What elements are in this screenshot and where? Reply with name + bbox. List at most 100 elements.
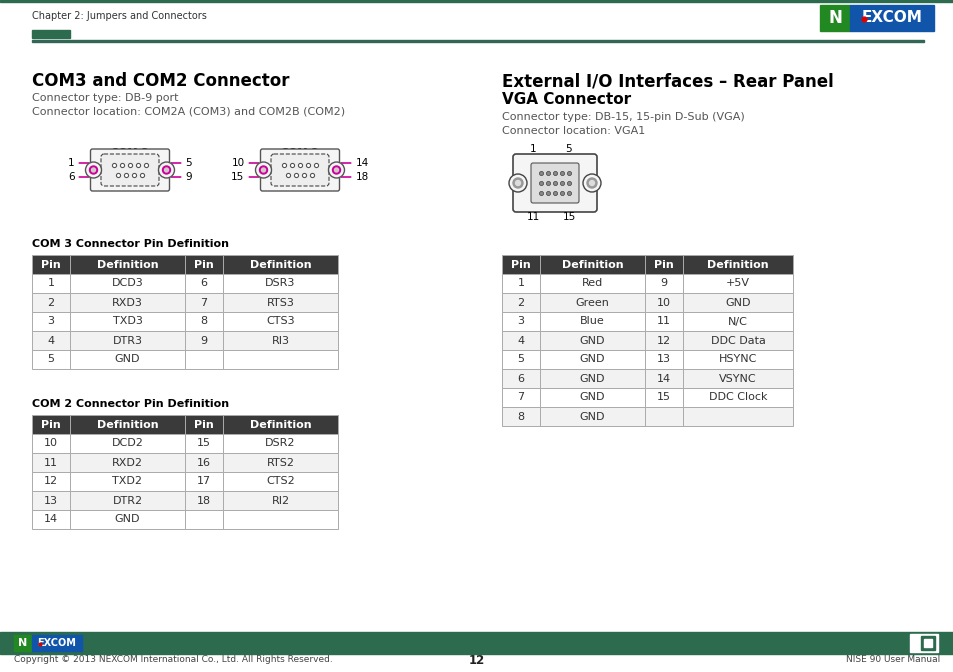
Circle shape xyxy=(333,166,340,174)
Text: DCD3: DCD3 xyxy=(112,278,143,288)
Text: VSYNC: VSYNC xyxy=(719,374,756,384)
Circle shape xyxy=(255,162,272,178)
Text: DDC Data: DDC Data xyxy=(710,335,764,345)
Text: 12: 12 xyxy=(657,335,670,345)
Bar xyxy=(185,491,223,510)
Text: COM 2: COM 2 xyxy=(281,148,318,158)
Text: 5: 5 xyxy=(565,144,572,154)
Text: GND: GND xyxy=(114,355,140,364)
Bar xyxy=(923,639,931,647)
Bar xyxy=(682,274,792,293)
Bar xyxy=(223,274,337,293)
Bar xyxy=(682,388,792,407)
Bar xyxy=(185,312,223,331)
Bar xyxy=(70,312,185,331)
Text: COM 3: COM 3 xyxy=(112,148,149,158)
Text: 5: 5 xyxy=(48,355,54,364)
Text: 7: 7 xyxy=(200,298,208,308)
Bar xyxy=(539,274,644,293)
Bar xyxy=(539,407,644,426)
Text: EXCOM: EXCOM xyxy=(861,11,922,26)
Circle shape xyxy=(335,168,338,172)
Bar xyxy=(70,472,185,491)
Text: Definition: Definition xyxy=(706,259,768,269)
Text: Pin: Pin xyxy=(193,419,213,429)
Circle shape xyxy=(164,168,169,172)
Bar xyxy=(501,407,539,426)
Text: RXD2: RXD2 xyxy=(112,458,143,468)
Text: 3: 3 xyxy=(48,317,54,327)
Bar xyxy=(185,510,223,529)
Bar xyxy=(70,434,185,453)
Text: 3: 3 xyxy=(517,317,524,327)
Bar xyxy=(539,388,644,407)
Text: Chapter 2: Jumpers and Connectors: Chapter 2: Jumpers and Connectors xyxy=(32,11,207,21)
Text: 13: 13 xyxy=(44,495,58,505)
Bar xyxy=(682,293,792,312)
Bar xyxy=(501,369,539,388)
Bar xyxy=(32,312,70,331)
Bar xyxy=(14,635,32,651)
Circle shape xyxy=(582,174,600,192)
Text: DCD2: DCD2 xyxy=(112,439,143,448)
Text: 14: 14 xyxy=(657,374,670,384)
Text: 5: 5 xyxy=(517,355,524,364)
Bar xyxy=(682,331,792,350)
Bar xyxy=(32,331,70,350)
Bar xyxy=(32,255,70,274)
Text: Connector location: VGA1: Connector location: VGA1 xyxy=(501,126,644,136)
Bar xyxy=(32,510,70,529)
Text: COM 2 Connector Pin Definition: COM 2 Connector Pin Definition xyxy=(32,399,229,409)
Bar xyxy=(185,331,223,350)
Text: 18: 18 xyxy=(196,495,211,505)
Bar xyxy=(185,434,223,453)
Text: N/C: N/C xyxy=(727,317,747,327)
Bar xyxy=(682,407,792,426)
Bar xyxy=(539,350,644,369)
FancyBboxPatch shape xyxy=(91,149,170,191)
Text: 9: 9 xyxy=(185,172,192,182)
Text: TXD3: TXD3 xyxy=(112,317,142,327)
Text: HSYNC: HSYNC xyxy=(718,355,757,364)
Text: DSR2: DSR2 xyxy=(265,439,295,448)
Text: VGA Connector: VGA Connector xyxy=(501,92,631,107)
Text: 10: 10 xyxy=(232,158,244,168)
Bar xyxy=(32,415,70,434)
Text: RXD3: RXD3 xyxy=(112,298,143,308)
Text: DTR3: DTR3 xyxy=(112,335,142,345)
Bar xyxy=(849,5,933,31)
Text: GND: GND xyxy=(579,392,604,403)
FancyBboxPatch shape xyxy=(531,163,578,203)
Bar xyxy=(539,312,644,331)
Bar xyxy=(909,634,937,652)
FancyBboxPatch shape xyxy=(513,154,597,212)
Bar xyxy=(0,632,953,654)
Text: 12: 12 xyxy=(44,476,58,487)
Text: 1: 1 xyxy=(48,278,54,288)
Bar xyxy=(32,434,70,453)
Text: 4: 4 xyxy=(517,335,524,345)
Text: RI2: RI2 xyxy=(272,495,290,505)
Bar xyxy=(682,369,792,388)
Bar xyxy=(644,388,682,407)
Bar xyxy=(223,415,337,434)
Text: Connector location: COM2A (COM3) and COM2B (COM2): Connector location: COM2A (COM3) and COM… xyxy=(32,107,345,117)
Text: DDC Clock: DDC Clock xyxy=(708,392,766,403)
Circle shape xyxy=(162,166,171,174)
Text: COM3 and COM2 Connector: COM3 and COM2 Connector xyxy=(32,72,289,90)
Text: 1: 1 xyxy=(529,144,536,154)
Text: Blue: Blue xyxy=(579,317,604,327)
Text: 10: 10 xyxy=(44,439,58,448)
Text: EXCOM: EXCOM xyxy=(37,638,76,648)
Bar xyxy=(223,434,337,453)
Text: Pin: Pin xyxy=(654,259,673,269)
Bar xyxy=(32,453,70,472)
Bar xyxy=(223,350,337,369)
Bar xyxy=(70,415,185,434)
Circle shape xyxy=(91,168,95,172)
Bar xyxy=(70,453,185,472)
Bar xyxy=(32,491,70,510)
Bar xyxy=(501,312,539,331)
Bar xyxy=(223,491,337,510)
Bar xyxy=(539,255,644,274)
